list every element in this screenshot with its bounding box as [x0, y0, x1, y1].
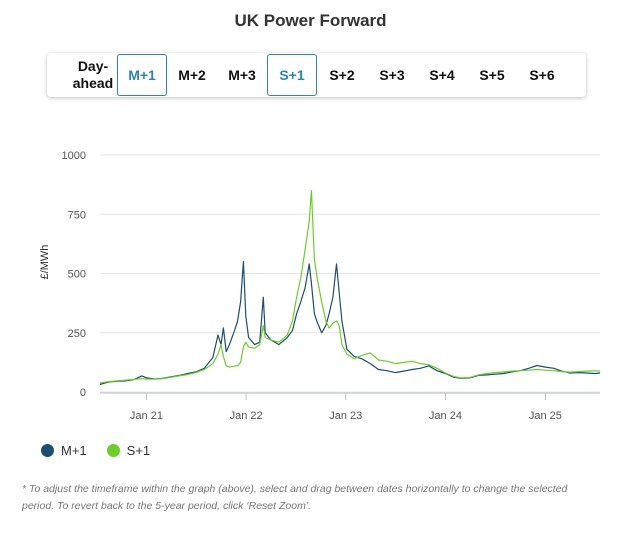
series-line-m1	[99, 261, 601, 385]
tab-s6[interactable]: S+6	[529, 66, 555, 83]
y-axis-label: £/MWh	[39, 245, 51, 280]
x-axis: Jan 21 Jan 22 Jan 23 Jan 24 Jan 25	[100, 392, 600, 422]
y-axis: 0 250 500 750 1000	[62, 150, 86, 399]
x-tick-label: Jan 22	[230, 410, 263, 422]
tab-m2[interactable]: M+2	[178, 66, 206, 83]
y-tick-label: 750	[68, 209, 86, 221]
tab-m3[interactable]: M+3	[228, 66, 256, 83]
legend-item-m1[interactable]: M+1	[41, 443, 87, 458]
y-tick-label: 500	[68, 269, 86, 281]
legend-marker-m1	[41, 444, 54, 457]
tab-s1[interactable]: S+1	[267, 54, 317, 96]
x-tick-label: Jan 25	[529, 410, 562, 422]
legend: M+1 S+1	[41, 443, 170, 458]
chart-title: UK Power Forward	[234, 11, 387, 30]
tab-s4[interactable]: S+4	[429, 66, 455, 83]
series-line-s1	[99, 190, 601, 384]
tab-s2[interactable]: S+2	[329, 66, 355, 83]
legend-label-m1: M+1	[61, 443, 87, 458]
legend-marker-s1	[106, 444, 120, 457]
x-tick-label: Jan 21	[130, 410, 163, 422]
grid	[100, 154, 600, 393]
x-tick-label: Jan 24	[429, 410, 462, 422]
tenor-tab-bar: Day-ahead M+1 M+2 M+3 S+1 S+2 S+3 S+4 S+…	[47, 53, 586, 97]
x-tick-label: Jan 23	[329, 410, 362, 422]
y-tick-label: 250	[68, 328, 86, 340]
footnote: * To adjust the timeframe within the gra…	[22, 483, 568, 512]
tab-s3[interactable]: S+3	[379, 66, 405, 83]
legend-item-s1[interactable]: S+1	[106, 443, 151, 458]
y-tick-label: 1000	[62, 150, 86, 162]
tab-day-ahead[interactable]: Day-ahead	[72, 58, 114, 91]
tab-m1[interactable]: M+1	[117, 54, 167, 96]
y-tick-label: 0	[80, 387, 86, 399]
tab-s5[interactable]: S+5	[479, 66, 505, 83]
legend-label-s1: S+1	[126, 443, 151, 458]
series-lines	[99, 190, 601, 385]
